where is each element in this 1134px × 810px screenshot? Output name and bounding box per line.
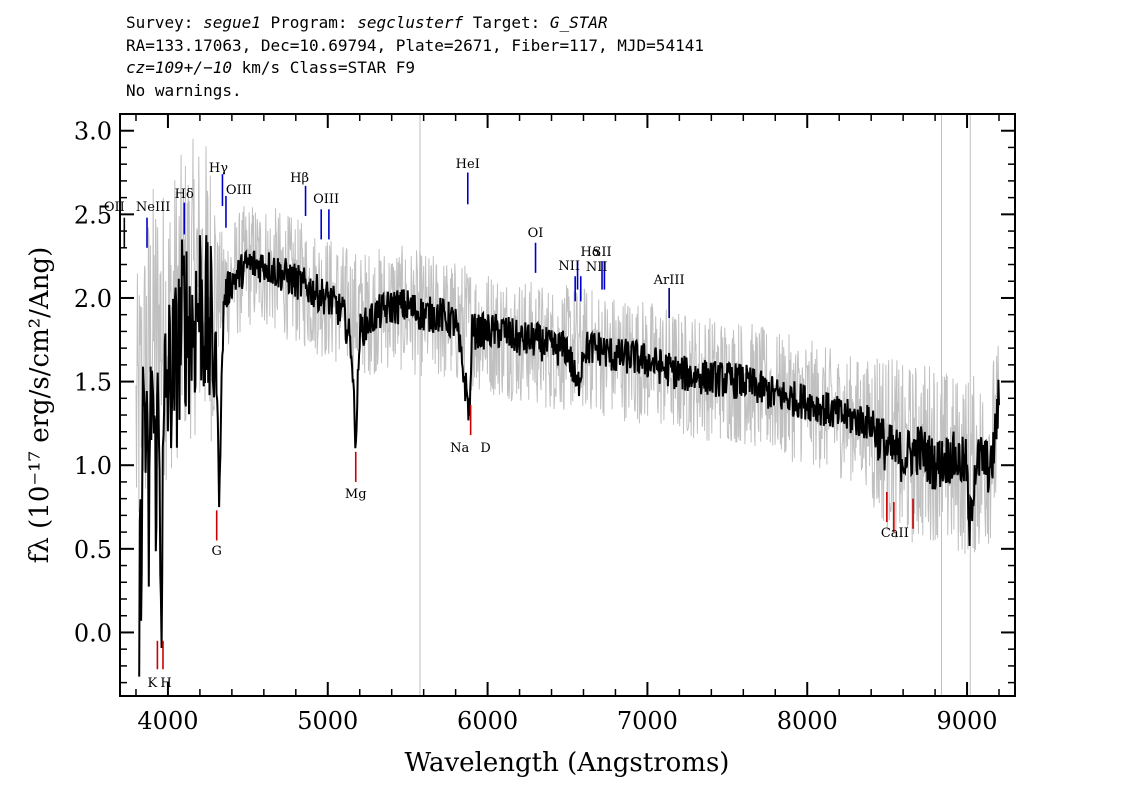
header-line-survey: Survey: segue1 Program: segclusterf Targ… xyxy=(126,12,704,35)
spectral-line-label: NeIII xyxy=(136,200,170,215)
y-tick-label: 1.5 xyxy=(74,369,112,397)
y-tick-label: 3.0 xyxy=(74,118,112,146)
spectral-line-label: Hγ xyxy=(209,161,228,176)
header-text-part: Survey: xyxy=(126,13,204,32)
spectral-line-label: HeI xyxy=(456,157,480,172)
spectral-line-label: Hβ xyxy=(290,171,309,186)
spectral-line-label: H xyxy=(160,676,171,691)
y-tick-label: 0.5 xyxy=(74,536,112,564)
y-tick-label: 1.0 xyxy=(74,452,112,480)
axes: 4000 5000 6000 7000 8000 9000 0.0 0.5 1.0 1.5 2.0 2… xyxy=(74,113,1016,735)
header-text-part: cz=109+/−10 xyxy=(126,58,232,77)
header-text-part: Program: xyxy=(260,13,358,32)
spectral-line-label: SII xyxy=(592,245,611,260)
header-text-part: Target: xyxy=(463,13,550,32)
raw-flux-layer xyxy=(135,114,1000,696)
spectral-line-label: NII xyxy=(586,260,608,275)
header-text-part: segclusterf xyxy=(357,13,464,32)
plot-frame xyxy=(119,113,1016,697)
smoothed-flux-series xyxy=(138,235,1000,677)
raw-flux-series xyxy=(135,138,1000,555)
spectral-line-label: G xyxy=(211,544,221,559)
spectral-line-label: OIII xyxy=(313,192,339,207)
spectral-line-label: D xyxy=(480,441,490,456)
spectrum-header: Survey: segue1 Program: segclusterf Targ… xyxy=(126,12,704,102)
y-tick-label: 0.0 xyxy=(74,619,112,647)
header-line-redshift: cz=109+/−10 km/s Class=STAR F9 xyxy=(126,57,704,80)
header-text-part: km/s Class=STAR F9 xyxy=(231,58,415,77)
smoothed-flux-layer xyxy=(138,235,1000,677)
spectral-line-markers: OII NeIIIHδHγOIIIHβOIIIHeIOINIIHαSIINIIAr… xyxy=(104,157,914,691)
x-tick-label: 7000 xyxy=(617,707,678,735)
header-line-coordinates: RA=133.17063, Dec=10.69794, Plate=2671, … xyxy=(126,35,704,55)
header-text-part: segue1 xyxy=(203,13,261,32)
x-tick-label: 8000 xyxy=(777,707,838,735)
x-axis-title: Wavelength (Angstroms) xyxy=(405,748,730,778)
x-tick-label: 4000 xyxy=(137,707,198,735)
spectral-line-label: OI xyxy=(528,226,544,241)
header-line-warnings: No warnings. xyxy=(126,80,242,100)
y-axis-title: fλ (10⁻¹⁷ erg/s/cm²/Ang) xyxy=(25,247,55,563)
spectral-line-label: ArIII xyxy=(653,273,685,288)
spectral-line-label: CaII xyxy=(881,526,909,541)
header-text-part: G_STAR xyxy=(549,13,608,32)
spectral-line-label: Hδ xyxy=(175,187,194,202)
spectral-line-label: Na xyxy=(450,441,469,456)
spectral-line-label: OIII xyxy=(226,183,252,198)
x-tick-label: 9000 xyxy=(937,707,998,735)
spectral-line-label: Hα xyxy=(581,245,601,260)
x-tick-label: 5000 xyxy=(297,707,358,735)
spectral-line-label: NII xyxy=(558,259,580,274)
y-tick-label: 2.5 xyxy=(74,201,112,229)
spectral-line-label: Mg xyxy=(345,487,367,502)
y-tick-label: 2.0 xyxy=(74,285,112,313)
spectral-line-label: K xyxy=(148,676,158,691)
x-tick-label: 6000 xyxy=(457,707,518,735)
